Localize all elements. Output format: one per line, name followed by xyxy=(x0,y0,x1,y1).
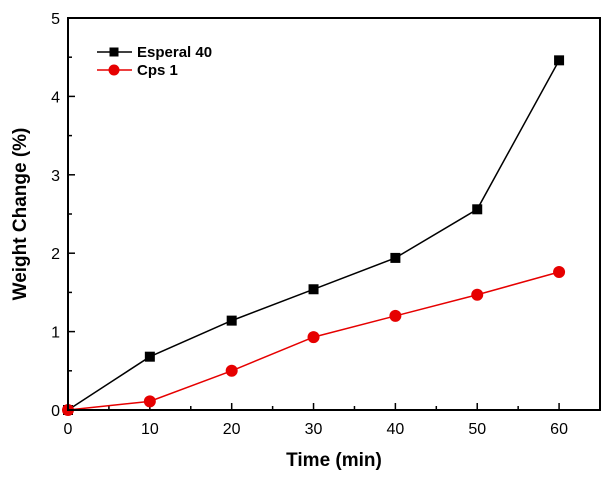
y-tick-label: 3 xyxy=(51,168,60,185)
x-tick-label: 40 xyxy=(386,421,404,438)
series-layer xyxy=(62,55,566,416)
y-tick-label: 0 xyxy=(51,403,60,420)
data-point xyxy=(144,351,155,362)
y-tick-label: 4 xyxy=(51,89,60,106)
data-point xyxy=(308,284,319,295)
y-axis-title: Weight Change (%) xyxy=(10,128,31,301)
series-esperal-40 xyxy=(63,55,565,415)
data-point xyxy=(143,395,156,408)
data-point xyxy=(307,331,320,344)
x-tick-label: 10 xyxy=(141,421,159,438)
series-cps-1 xyxy=(62,266,566,416)
x-axis-title: Time (min) xyxy=(286,450,382,471)
data-point xyxy=(226,315,237,326)
data-point xyxy=(553,266,566,279)
y-tick-label: 5 xyxy=(51,11,60,28)
y-tick-label: 1 xyxy=(51,325,60,342)
plot-frame xyxy=(67,17,601,411)
data-point xyxy=(472,204,483,215)
legend-label: Esperal 40 xyxy=(137,44,212,61)
data-point xyxy=(390,252,401,263)
legend-marker xyxy=(108,64,120,76)
legend-item: Esperal 40 xyxy=(97,44,212,61)
x-tick-label: 20 xyxy=(223,421,241,438)
y-tick-label: 2 xyxy=(51,246,60,263)
x-tick-label: 60 xyxy=(550,421,568,438)
legend-item: Cps 1 xyxy=(97,62,178,79)
data-point xyxy=(471,288,484,301)
data-point xyxy=(225,364,238,377)
data-point xyxy=(389,309,402,322)
legend-marker xyxy=(109,47,119,57)
series-line xyxy=(67,59,560,411)
legend-label: Cps 1 xyxy=(137,62,178,79)
x-tick-label: 0 xyxy=(64,421,73,438)
ticks-layer: 0 10 20 30 40 50 60 0 1 2 3 4 5 xyxy=(51,11,568,438)
x-tick-label: 30 xyxy=(305,421,323,438)
data-point xyxy=(554,55,565,66)
x-tick-label: 50 xyxy=(468,421,486,438)
